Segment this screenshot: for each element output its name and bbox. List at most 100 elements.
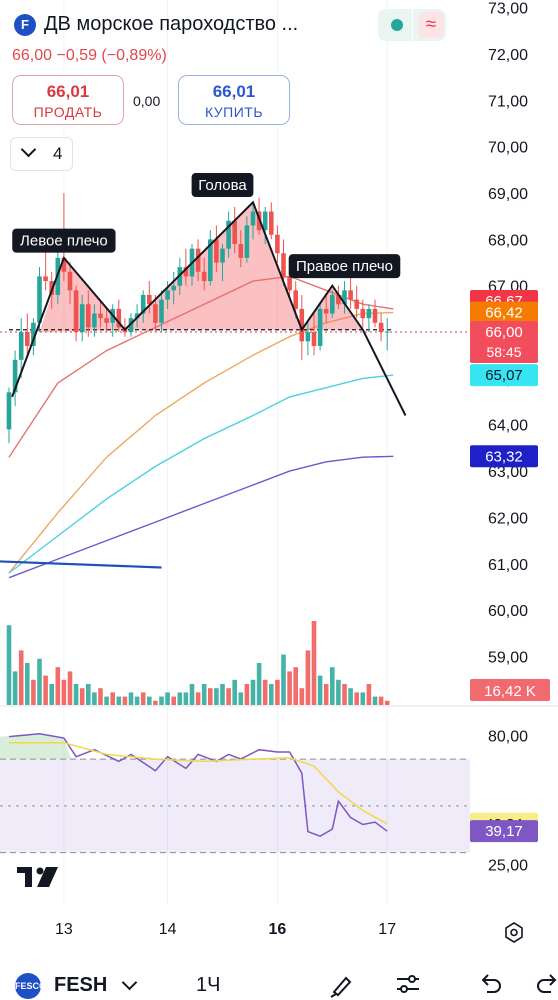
- candle-body: [360, 308, 366, 319]
- candle-body: [183, 267, 189, 277]
- wave-icon[interactable]: ≈: [418, 12, 444, 38]
- price-tag: 66,00 58:45: [470, 321, 538, 364]
- candle: [378, 313, 384, 342]
- rsi-overbought-fill: [0, 733, 72, 760]
- candle-body: [317, 308, 323, 346]
- pattern-label-bg: [191, 173, 254, 198]
- candle: [262, 206, 268, 244]
- volume-bar: [378, 696, 384, 705]
- candle-body: [18, 332, 24, 360]
- sell-button[interactable]: 66,01 ПРОДАТЬ: [12, 75, 124, 125]
- candle-body: [43, 276, 48, 282]
- candle-body: [208, 239, 213, 282]
- candle-body: [73, 290, 79, 333]
- settings-hex[interactable]: [505, 922, 523, 943]
- brush-icon[interactable]: [328, 970, 356, 998]
- buy-button[interactable]: 66,01 КУПИТЬ: [178, 75, 290, 125]
- settings-dot[interactable]: [510, 928, 518, 937]
- candle: [116, 299, 122, 333]
- volume-bar: [287, 671, 292, 705]
- candle-body: [12, 359, 18, 393]
- pattern-label-text: Правое плечо: [296, 258, 393, 275]
- candle: [244, 216, 250, 263]
- candle-body: [226, 220, 231, 249]
- market-status-dot-icon[interactable]: [391, 19, 403, 31]
- price-tag-text: 63,32: [485, 448, 523, 465]
- symbol-button[interactable]: FESH: [54, 974, 108, 996]
- price-axis-label: 69,00: [488, 186, 528, 203]
- moving-average-line-4: [8, 455, 394, 579]
- pattern-label: Левое плечо: [12, 228, 116, 253]
- price-axis-label: 60,00: [488, 603, 528, 620]
- volume-bar: [250, 679, 256, 705]
- rsi-tag-bg: [470, 820, 538, 843]
- chart-settings-icon[interactable]: [505, 922, 523, 943]
- candle: [372, 299, 378, 328]
- indicators-icon[interactable]: [394, 970, 422, 998]
- candle-body: [61, 257, 67, 272]
- candle: [147, 281, 152, 314]
- volume-bar: [336, 679, 341, 705]
- timeframe-button[interactable]: 1Ч: [196, 974, 221, 996]
- candle-body: [262, 211, 268, 231]
- pattern-fill-1: [39, 257, 125, 332]
- moving-average-line-2: [8, 311, 394, 574]
- candle-body: [37, 276, 42, 323]
- pattern-fill-2: [124, 202, 302, 330]
- sell-label: ПРОДАТЬ: [33, 104, 103, 120]
- price-axis-label: 68,00: [488, 232, 528, 249]
- spread-value: 0,00: [133, 93, 161, 109]
- candle: [67, 262, 73, 305]
- volume-bar: [293, 667, 298, 705]
- candle-body: [384, 331, 390, 333]
- symbol-title[interactable]: ДВ морское пароходство ...: [44, 13, 299, 35]
- volume-bar: [208, 688, 213, 705]
- volume-bar: [61, 679, 67, 705]
- undo-icon[interactable]: [476, 970, 504, 998]
- symbol-logo: FESCO: [15, 973, 46, 999]
- head-shoulders-line: [11, 200, 407, 416]
- candle: [269, 202, 274, 240]
- volume-tag-text: 16,42 K: [484, 683, 536, 700]
- volume-bar: [372, 696, 378, 705]
- chevron-down-icon[interactable]: [121, 974, 138, 991]
- pattern-label-bg: [12, 228, 116, 253]
- volume-bar: [220, 684, 225, 705]
- candle: [232, 206, 237, 254]
- candle: [336, 285, 341, 309]
- candle: [18, 318, 24, 379]
- volume-bar: [195, 692, 201, 705]
- volume-bar: [214, 688, 219, 705]
- volume-bar: [360, 692, 366, 705]
- candle: [208, 230, 213, 286]
- candle-body: [354, 299, 359, 309]
- redo-icon[interactable]: [534, 970, 558, 998]
- bottom-toolbar: FESCO FESH 1Ч: [0, 962, 558, 1000]
- price-tag-bg: [470, 321, 538, 364]
- candle-body: [86, 304, 91, 328]
- candle: [214, 225, 219, 272]
- status-pills[interactable]: ≈: [378, 9, 446, 41]
- volume-series: [6, 621, 390, 705]
- candle: [220, 243, 225, 282]
- candle: [281, 239, 286, 286]
- volume-tag-bg: [470, 679, 550, 701]
- candle: [171, 271, 176, 305]
- candle-body: [116, 308, 122, 328]
- candle: [183, 248, 189, 286]
- volume-bar: [104, 696, 109, 705]
- volume-bar: [140, 692, 146, 705]
- volume-bar: [299, 688, 305, 705]
- volume-bar: [262, 679, 268, 705]
- candle-body: [275, 234, 280, 254]
- candle: [6, 387, 12, 444]
- volume-bar: [330, 667, 335, 705]
- candle-body: [92, 313, 97, 328]
- candle-body: [238, 243, 244, 258]
- volume-bar: [311, 621, 317, 705]
- indicators-toggle-button[interactable]: 4: [10, 137, 73, 171]
- candle: [384, 318, 390, 351]
- volume-bar: [43, 675, 48, 705]
- candle: [153, 294, 158, 333]
